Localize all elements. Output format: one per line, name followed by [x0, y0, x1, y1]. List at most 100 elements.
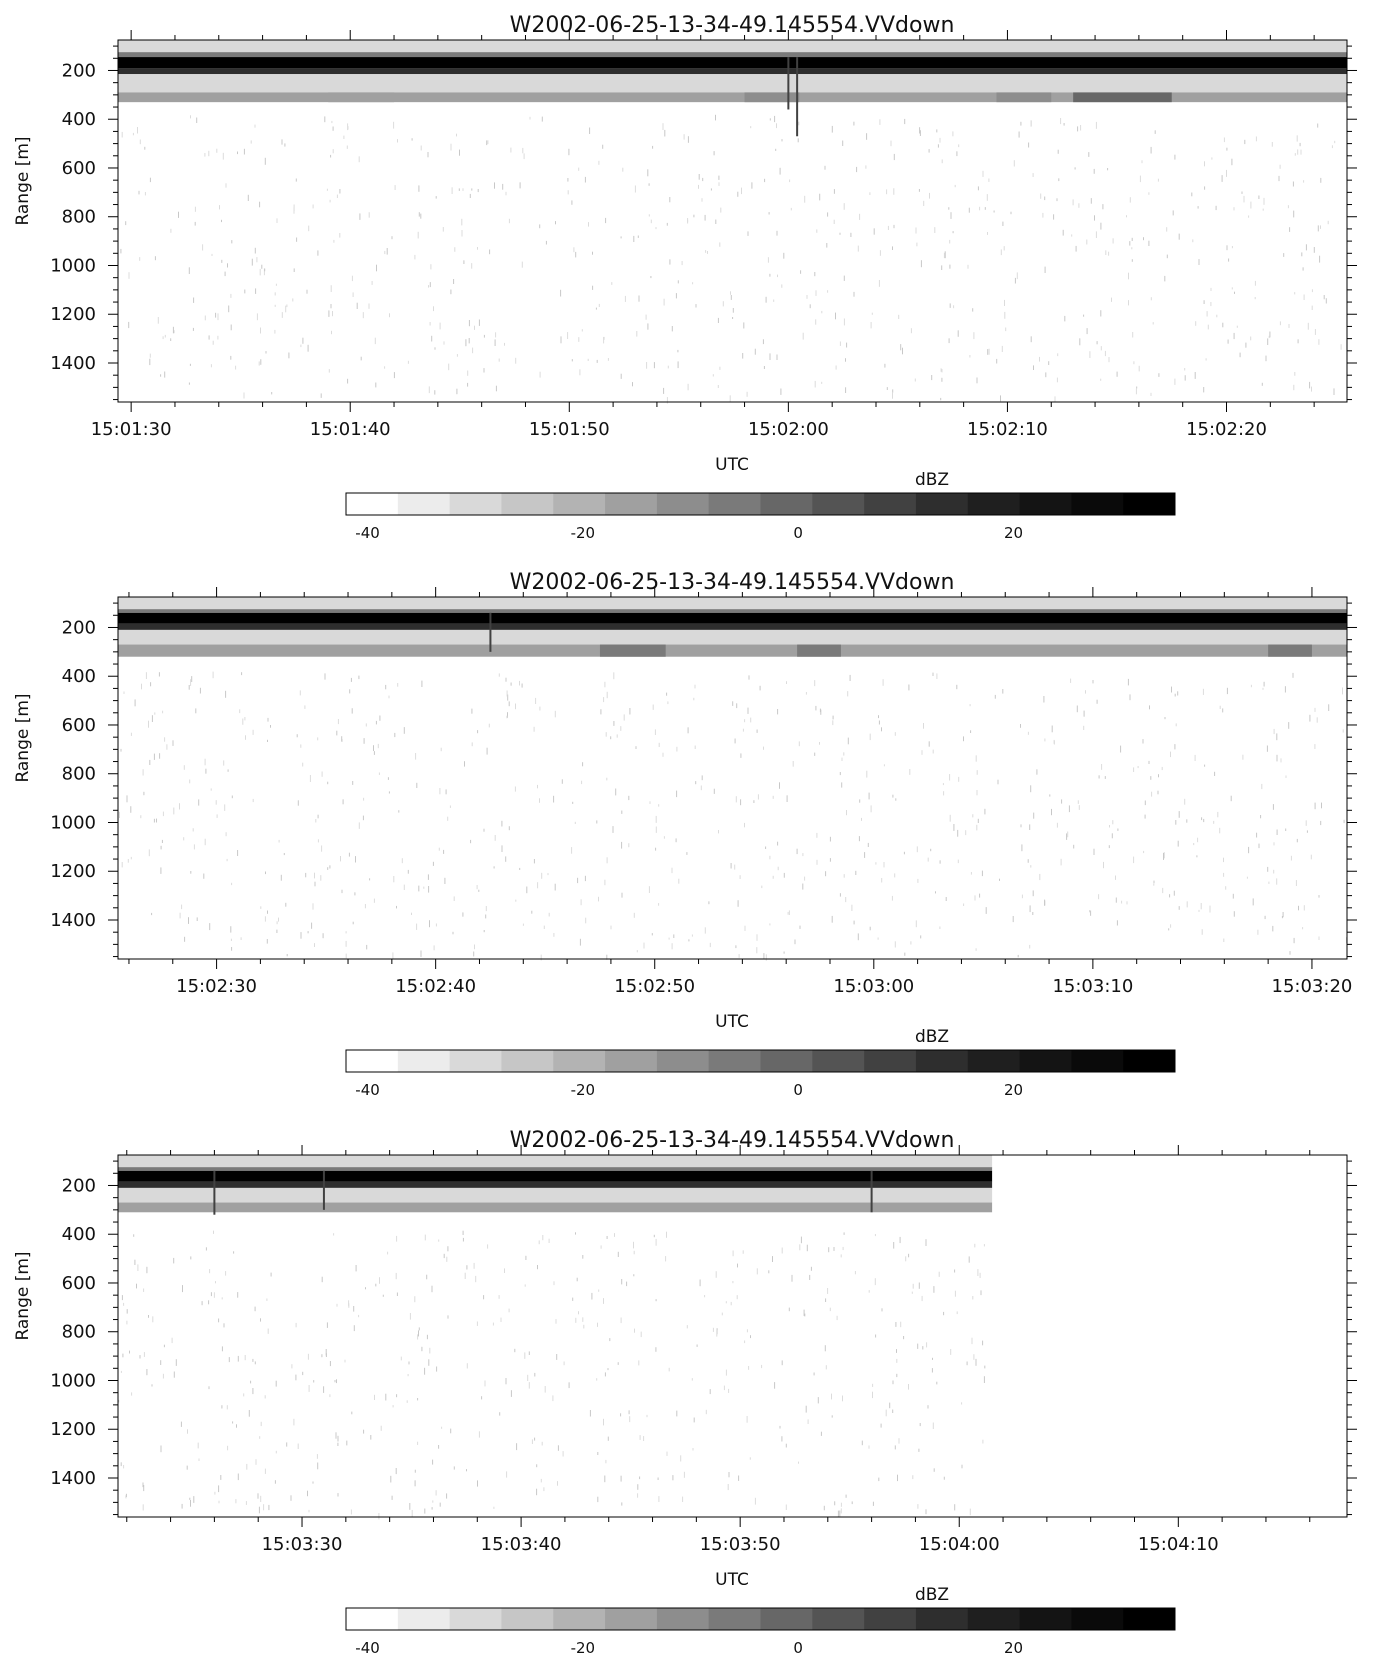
- speckle: [783, 252, 785, 259]
- speckle: [1301, 252, 1303, 257]
- speckle: [813, 1372, 815, 1376]
- speckle: [472, 347, 474, 354]
- speckle: [534, 1437, 536, 1441]
- speckle: [359, 213, 361, 220]
- speckle: [510, 682, 512, 686]
- speckle: [1101, 764, 1103, 770]
- speckle: [732, 317, 734, 319]
- speckle: [250, 1380, 252, 1384]
- speckle: [872, 1383, 874, 1387]
- speckle: [1030, 336, 1032, 343]
- speckle: [904, 952, 906, 956]
- speckle: [458, 188, 460, 191]
- speckle: [1207, 324, 1209, 330]
- speckle: [1226, 147, 1228, 151]
- speckle: [1276, 754, 1278, 762]
- speckle: [1117, 828, 1119, 831]
- speckle: [507, 712, 508, 718]
- speckle: [1020, 724, 1021, 728]
- speckle: [151, 1384, 153, 1387]
- band-upper-edge: [118, 1167, 993, 1171]
- speckle: [583, 1324, 585, 1329]
- speckle: [606, 691, 608, 699]
- speckle: [943, 1311, 945, 1316]
- speckle: [604, 1372, 606, 1377]
- speckle: [428, 1359, 430, 1366]
- speckle: [850, 232, 852, 237]
- colorbar-segment: [346, 493, 399, 515]
- speckle: [1131, 247, 1133, 250]
- speckle: [687, 136, 689, 143]
- speckle: [208, 1300, 210, 1305]
- speckle: [1004, 311, 1006, 319]
- speckle: [461, 218, 463, 226]
- speckle: [291, 1364, 293, 1369]
- speckle: [911, 1291, 913, 1294]
- speckle: [336, 1379, 337, 1384]
- speckle: [691, 934, 693, 937]
- x-tick-label: 15:03:40: [481, 1534, 562, 1555]
- speckle: [1261, 783, 1263, 790]
- speckle: [785, 1504, 787, 1510]
- speckle: [396, 1292, 398, 1296]
- speckle: [578, 167, 580, 171]
- speckle: [1313, 247, 1315, 253]
- speckle: [120, 1370, 122, 1373]
- speckle: [1142, 739, 1144, 744]
- colorbar-segment: [1019, 1608, 1072, 1630]
- speckle: [1138, 365, 1140, 372]
- speckle: [607, 1436, 609, 1441]
- speckle: [908, 1253, 910, 1258]
- speckle: [505, 1378, 507, 1385]
- speckle: [152, 1316, 154, 1323]
- speckle: [643, 942, 645, 949]
- speckle: [193, 297, 195, 303]
- speckle: [267, 739, 268, 742]
- speckle: [858, 836, 860, 842]
- speckle: [414, 1469, 416, 1473]
- speckle: [606, 857, 608, 864]
- speckle: [1062, 229, 1064, 236]
- speckle: [932, 749, 934, 754]
- speckle: [241, 672, 243, 676]
- speckle: [1078, 805, 1080, 810]
- speckle: [866, 133, 868, 140]
- speckle: [237, 850, 239, 856]
- speckle: [719, 366, 721, 370]
- speckle: [1086, 239, 1088, 245]
- speckle: [831, 125, 833, 133]
- speckle: [149, 358, 151, 366]
- speckle: [940, 397, 942, 401]
- speckle: [637, 235, 639, 238]
- speckle: [869, 733, 871, 741]
- speckle: [701, 775, 703, 781]
- speckle: [248, 1410, 250, 1417]
- speckle: [125, 221, 127, 226]
- x-tick-label: 15:02:00: [748, 419, 829, 440]
- speckle: [204, 758, 206, 766]
- speckle: [799, 1244, 801, 1251]
- speckle: [254, 1361, 256, 1365]
- speckle: [506, 690, 508, 697]
- speckle: [522, 923, 524, 926]
- speckle: [843, 203, 845, 210]
- speckle: [302, 337, 304, 344]
- speckle: [920, 935, 922, 939]
- speckle: [804, 1313, 806, 1317]
- speckle: [1281, 916, 1283, 919]
- speckle: [1108, 357, 1110, 363]
- speckle: [164, 334, 166, 338]
- speckle: [515, 357, 517, 364]
- speckle: [940, 368, 942, 372]
- speckle: [270, 725, 271, 728]
- speckle: [332, 126, 334, 131]
- speckle: [418, 1330, 419, 1337]
- speckle: [896, 1373, 898, 1378]
- speckle: [900, 344, 902, 351]
- speckle: [521, 683, 523, 688]
- speckle: [122, 1353, 124, 1358]
- speckle: [1217, 811, 1219, 818]
- speckle: [417, 1441, 419, 1445]
- speckle: [508, 218, 510, 224]
- speckle: [621, 810, 623, 814]
